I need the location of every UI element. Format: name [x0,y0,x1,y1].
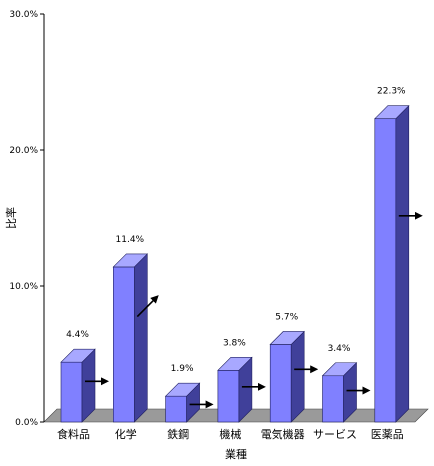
x-tick-label: 医薬品 [371,428,404,441]
y-tick-label: 30.0% [9,10,38,20]
y-tick-label: 20.0% [9,146,38,156]
bar-top [321,362,358,377]
y-tick-label: 0.0% [15,418,38,428]
x-tick-label: 化学 [115,427,137,441]
x-axis-title: 業種 [225,447,247,461]
data-label: 22.3% [377,87,406,97]
bar-front [113,266,135,423]
bar-front [374,118,397,423]
bar-side [134,253,148,423]
trend-arrow [136,295,159,318]
bar-front [60,361,83,423]
x-tick-label: サービス [313,428,357,441]
x-tick-label: 電気機器 [261,427,305,441]
bar-front [217,370,240,423]
x-tick-label: 機械 [219,427,241,441]
bar-front [165,395,187,423]
bar-top [60,348,96,363]
y-tick-label: 10.0% [9,282,38,292]
x-tick-label: 食料品 [57,427,90,441]
bar-side [290,330,305,423]
bar-top [112,253,149,268]
bar-top [269,331,305,345]
bar-top [374,105,410,120]
bar-top [217,357,253,371]
data-label: 11.4% [116,235,145,245]
bar-front [322,375,344,423]
bar-front [269,344,292,423]
data-label: 4.4% [66,330,89,340]
data-label: 3.8% [223,338,246,348]
bar-side [395,104,410,423]
data-label: 3.4% [328,344,351,354]
data-label: 5.7% [275,312,298,322]
x-tick-label: 鉄鋼 [167,427,189,441]
bar-top [164,382,201,397]
y-axis-title: 比率 [4,207,18,229]
data-label: 1.9% [171,364,194,374]
